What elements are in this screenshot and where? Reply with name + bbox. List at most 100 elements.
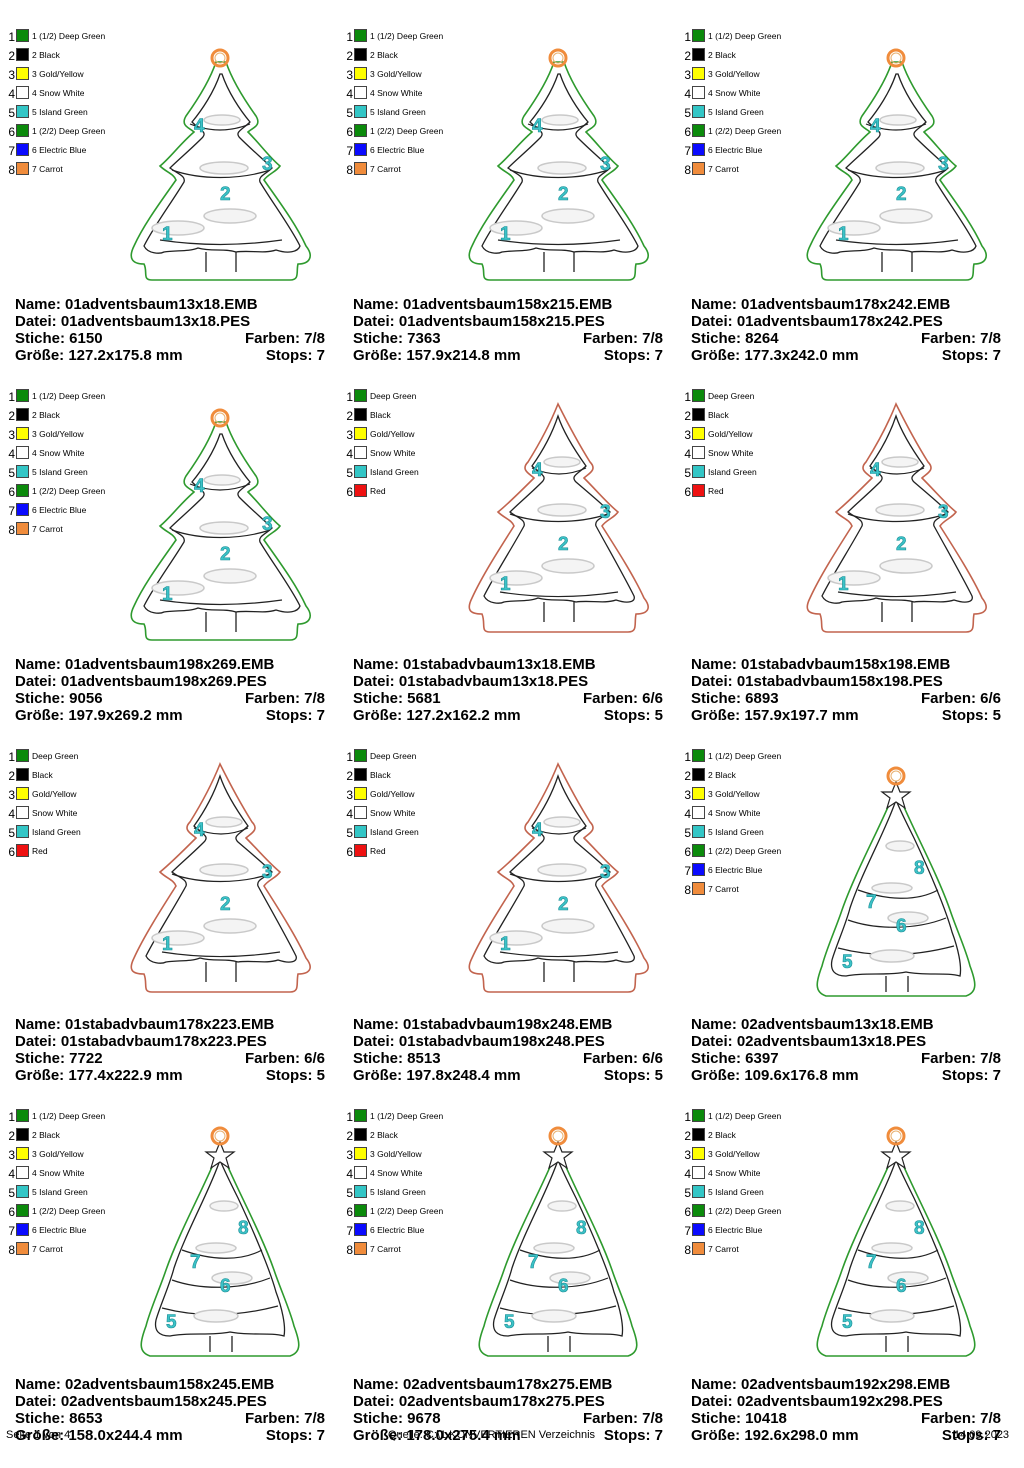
legend-label: 7 Carrot xyxy=(32,1244,63,1254)
design-size-line: Größe: 177.3x242.0 mm Stops: 7 xyxy=(691,347,1001,364)
legend-number: 7 xyxy=(8,504,15,518)
legend-label: 1 (1/2) Deep Green xyxy=(32,31,106,41)
color-swatch xyxy=(692,806,705,819)
stitch-count: Stiche: 6397 xyxy=(691,1050,779,1067)
pocket-number: 3 xyxy=(262,514,273,535)
legend-label: 2 Black xyxy=(370,1130,398,1140)
trunk xyxy=(547,1336,571,1352)
color-swatch xyxy=(692,1185,705,1198)
snow-pocket xyxy=(881,456,919,468)
legend-row: 5 5 Island Green xyxy=(6,1184,118,1203)
color-swatch xyxy=(16,844,29,857)
legend-number: 4 xyxy=(684,447,691,461)
legend-row: 2 2 Black xyxy=(682,1127,794,1146)
stop-count: Stops: 7 xyxy=(265,1427,325,1444)
design-info: Name: 02adventsbaum178x275.EMB Datei: 02a… xyxy=(353,1376,663,1444)
tier-line xyxy=(181,1249,263,1259)
color-swatch xyxy=(354,749,367,762)
legend-number: 7 xyxy=(684,864,691,878)
star-icon xyxy=(204,1140,236,1170)
cut-outline xyxy=(816,1145,976,1357)
tree-drawing: 1 2 3 4 xyxy=(468,402,649,633)
file-pes: Datei: 01adventsbaum13x18.PES xyxy=(15,313,251,330)
legend-label: 6 Electric Blue xyxy=(708,145,763,155)
legend-number: 1 xyxy=(346,30,353,44)
legend-number: 8 xyxy=(8,1243,15,1257)
stitch-count: Stiche: 7722 xyxy=(15,1050,103,1067)
legend-row: 8 7 Carrot xyxy=(6,161,118,180)
pocket-number: 5 xyxy=(842,952,853,973)
file-name: Name: 01adventsbaum178x242.EMB xyxy=(691,296,951,313)
legend-row: 3 3 Gold/Yellow xyxy=(344,1146,456,1165)
pocket-number: 3 xyxy=(600,154,611,175)
legend-number: 3 xyxy=(684,788,691,802)
snow-pocket xyxy=(879,208,933,224)
legend-number: 2 xyxy=(8,49,15,63)
snow-pocket xyxy=(151,220,205,236)
stop-count: Stops: 7 xyxy=(941,1067,1001,1084)
design-size-line: Größe: 197.9x269.2 mm Stops: 7 xyxy=(15,707,325,724)
color-swatch xyxy=(692,863,705,876)
trunk xyxy=(881,602,913,622)
hanger-ring xyxy=(210,408,230,428)
legend-row: 5 Island Green xyxy=(682,464,794,483)
stitch-count: Stiche: 10418 xyxy=(691,1410,787,1427)
legend-label: 5 Island Green xyxy=(370,107,426,117)
design-size-line: Größe: 192.6x298.0 mm Stops: 7 xyxy=(691,1427,1001,1444)
legend-number: 3 xyxy=(8,428,15,442)
legend-row: 1 Deep Green xyxy=(344,388,456,407)
color-swatch xyxy=(16,806,29,819)
pocket-number: 1 xyxy=(500,574,511,595)
color-swatch xyxy=(354,844,367,857)
legend-label: 2 Black xyxy=(708,1130,736,1140)
stitch-count-line: Stiche: 5681 Farben: 6/6 xyxy=(353,690,663,707)
legend-label: 5 Island Green xyxy=(708,107,764,117)
pocket-number: 7 xyxy=(190,1252,201,1273)
legend-label: 3 Gold/Yellow xyxy=(708,789,760,799)
snow-pocket xyxy=(879,558,933,574)
color-swatch xyxy=(354,67,367,80)
color-swatch xyxy=(354,1204,367,1217)
color-swatch xyxy=(354,389,367,402)
stitch-count: Stiche: 8513 xyxy=(353,1050,441,1067)
legend-number: 5 xyxy=(346,106,353,120)
legend-number: 3 xyxy=(684,1148,691,1162)
tree-drawing: 1 2 3 4 xyxy=(130,48,311,281)
design-card: 1 Deep Green 2 Black 3 Gold/Yellow 4 Snow White… xyxy=(0,748,338,1108)
color-swatch xyxy=(692,67,705,80)
legend-row: 4 4 Snow White xyxy=(6,1165,118,1184)
legend-row: 6 Red xyxy=(344,843,456,862)
snow-pocket xyxy=(489,930,543,946)
stitch-count-line: Stiche: 7363 Farben: 7/8 xyxy=(353,330,663,347)
legend-number: 5 xyxy=(8,826,15,840)
snow-pocket xyxy=(537,863,587,877)
tier-line xyxy=(499,591,619,598)
snow-pocket xyxy=(869,949,915,963)
stop-count: Stops: 5 xyxy=(941,707,1001,724)
legend-row: 3 3 Gold/Yellow xyxy=(6,1146,118,1165)
snow-pocket xyxy=(827,220,881,236)
color-count: Farben: 6/6 xyxy=(244,1050,325,1067)
legend-label: Gold/Yellow xyxy=(370,429,415,439)
legend-row: 8 7 Carrot xyxy=(344,161,456,180)
design-preview: 1 2 3 4 xyxy=(130,762,311,993)
color-swatch xyxy=(692,749,705,762)
legend-label: 1 (1/2) Deep Green xyxy=(708,751,782,761)
design-size-line: Größe: 109.6x176.8 mm Stops: 7 xyxy=(691,1067,1001,1084)
legend-row: 1 1 (1/2) Deep Green xyxy=(682,748,794,767)
stitch-count: Stiche: 8264 xyxy=(691,330,779,347)
legend-row: 4 4 Snow White xyxy=(682,1165,794,1184)
color-count: Farben: 7/8 xyxy=(582,330,663,347)
file-name-line: Name: 01stabadvbaum178x223.EMB xyxy=(15,1016,325,1033)
snow-pocket xyxy=(199,521,249,535)
color-swatch xyxy=(16,1109,29,1122)
legend-row: 1 Deep Green xyxy=(6,748,118,767)
color-swatch xyxy=(692,29,705,42)
color-swatch xyxy=(692,124,705,137)
legend-row: 4 4 Snow White xyxy=(682,805,794,824)
color-count: Farben: 7/8 xyxy=(244,330,325,347)
legend-label: 4 Snow White xyxy=(32,88,85,98)
design-preview: 1 2 3 4 xyxy=(468,402,649,633)
legend-label: Island Green xyxy=(370,467,419,477)
legend-row: 5 5 Island Green xyxy=(6,464,118,483)
